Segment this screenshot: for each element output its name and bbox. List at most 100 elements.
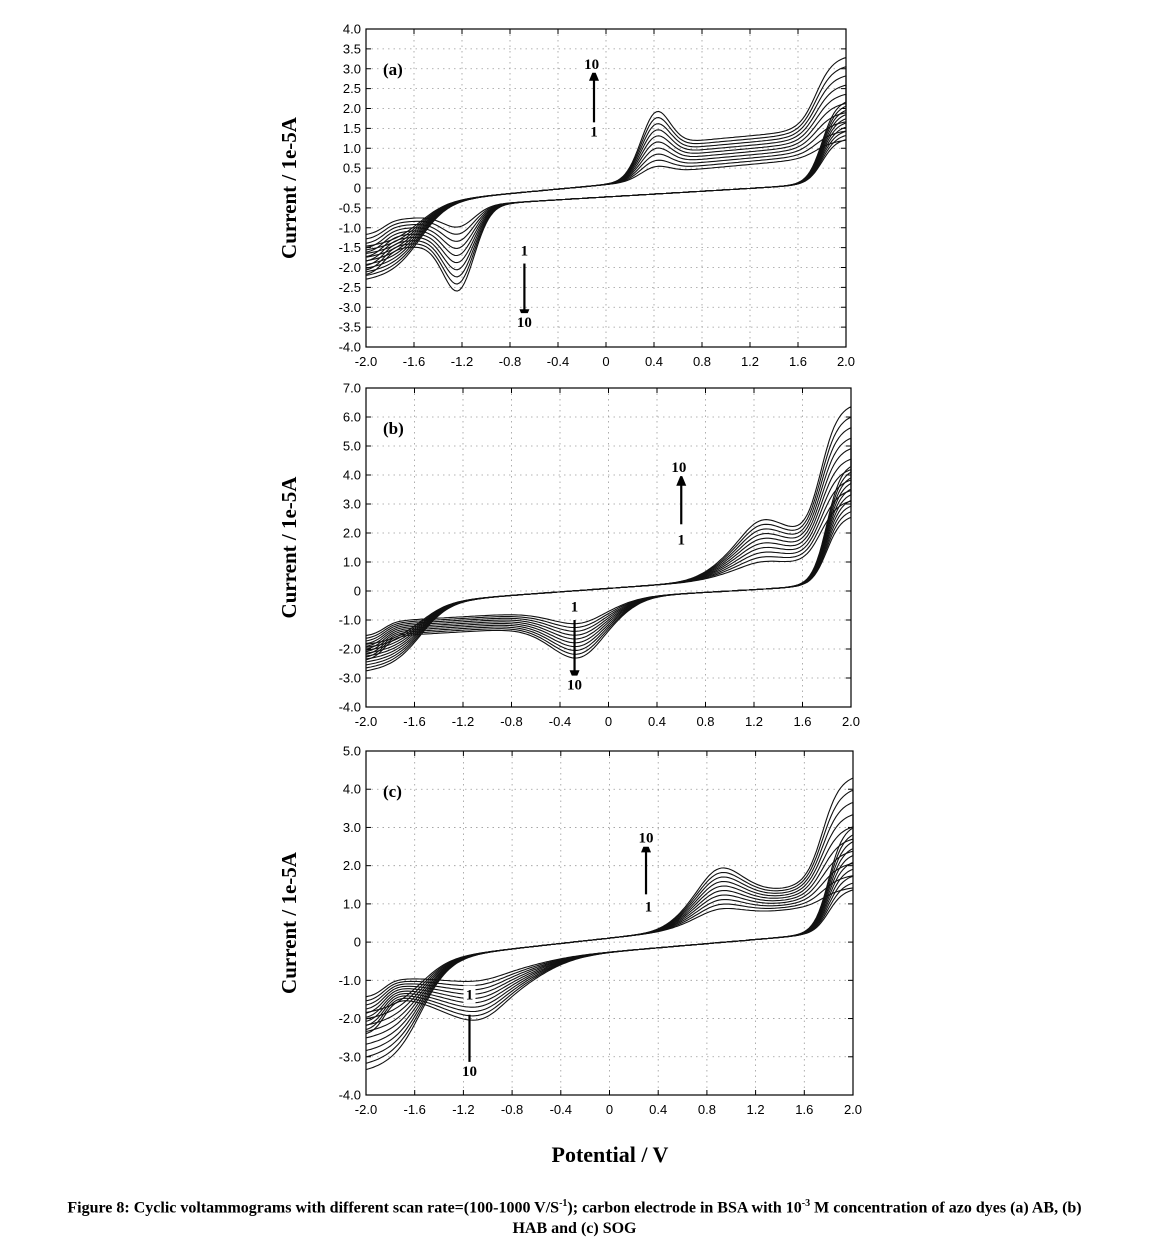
x-tick-label: 0.4 <box>649 1102 667 1117</box>
curve-number-label: 10 <box>671 460 686 476</box>
x-tick-label: -0.8 <box>499 354 521 369</box>
y-tick-label: -3.0 <box>339 1049 361 1064</box>
annotation-bg <box>642 897 655 916</box>
y-tick-label: 3.0 <box>343 497 361 512</box>
y-tick-label: 6.0 <box>343 410 361 425</box>
cv-curve-10 <box>365 56 847 292</box>
x-tick-label: 1.2 <box>745 714 763 729</box>
annotation-bg <box>568 597 581 616</box>
annotation-bg <box>513 313 536 332</box>
x-tick-label: 0.8 <box>696 714 714 729</box>
caption-sup1: -1 <box>559 1198 568 1209</box>
y-tick-label: -2.0 <box>339 260 361 275</box>
y-tick-label: -2.0 <box>339 1011 361 1026</box>
caption-line2: HAB and (c) SOG <box>512 1220 637 1238</box>
cv-curve-9 <box>365 789 854 1064</box>
y-tick-label: 1.5 <box>343 121 361 136</box>
x-tick-label: 0.4 <box>648 714 666 729</box>
y-tick-label: -1.0 <box>339 973 361 988</box>
x-tick-label: 0 <box>605 714 612 729</box>
curve-number-label: 10 <box>567 678 582 694</box>
x-tick-label: -0.4 <box>547 354 569 369</box>
annotation-bg <box>675 530 688 549</box>
x-tick-label: -1.2 <box>452 714 474 729</box>
caption-part2: ); carbon electrode in BSA with 10 <box>567 1199 802 1217</box>
y-tick-label: 2.0 <box>343 526 361 541</box>
scan-arrow-head <box>589 68 599 81</box>
curve-number-label: 1 <box>678 533 686 549</box>
common-xlabel: Potential / V <box>552 1142 669 1167</box>
x-tick-label: -2.0 <box>355 354 377 369</box>
curve-number-label: 1 <box>466 987 474 1003</box>
curve-number-label: 10 <box>517 315 532 331</box>
x-tick-label: -1.2 <box>452 1102 474 1117</box>
x-tick-label: -0.8 <box>500 714 522 729</box>
panel-a: -2.0 -1.6 -1.2 -0.8 -0.4 0 0.4 0.8 1.2 1.6 2.0 4.0 3… <box>277 22 855 370</box>
y-tick-label: 0.5 <box>343 161 361 176</box>
caption-sup2: -3 <box>801 1198 811 1209</box>
y-tick-label: 4.0 <box>343 22 361 37</box>
x-tick-label: -0.4 <box>550 1102 572 1117</box>
y-axis-label: Current / 1e-5A <box>277 851 301 994</box>
curve-number-label: 10 <box>462 1064 477 1080</box>
y-tick-label: -2.0 <box>339 642 361 657</box>
y-tick-label: 7.0 <box>343 381 361 396</box>
y-tick-label: -1.0 <box>339 613 361 628</box>
y-tick-label: 5.0 <box>343 744 361 759</box>
x-tick-label: 2.0 <box>842 714 860 729</box>
panel-b: -2.0 -1.6 -1.2 -0.8 -0.4 0 0.4 0.8 1.2 1.6 2.0 7.0 6… <box>277 381 860 730</box>
y-tick-label: 1.0 <box>343 555 361 570</box>
y-tick-label: -3.0 <box>339 300 361 315</box>
x-tick-label: -0.8 <box>501 1102 523 1117</box>
x-tick-label: 1.2 <box>741 354 759 369</box>
y-tick-label: -0.5 <box>339 200 361 215</box>
y-tick-label: -3.5 <box>339 320 361 335</box>
annotation-bg <box>635 828 658 847</box>
annotation-bg <box>518 241 531 260</box>
panel-label: (c) <box>383 782 402 801</box>
x-tick-label: 0.8 <box>698 1102 716 1117</box>
cv-curve-10 <box>365 405 852 672</box>
y-tick-label: -1.0 <box>339 220 361 235</box>
panel-c: -2.0 -1.6 -1.2 -0.8 -0.4 0 0.4 0.8 1.2 1.6 2.0 5.0 4… <box>277 744 862 1118</box>
y-tick-label: 5.0 <box>343 439 361 454</box>
x-tick-label: 1.6 <box>793 714 811 729</box>
y-tick-label: 0 <box>354 181 361 196</box>
y-tick-label: -2.5 <box>339 280 361 295</box>
scan-arrow-head <box>676 473 687 486</box>
y-tick-label: 1.0 <box>343 896 361 911</box>
curve-number-label: 1 <box>571 599 579 615</box>
curve-number-label: 1 <box>590 124 598 140</box>
annotation-bg <box>458 1061 481 1080</box>
cv-curve-10 <box>365 777 854 1071</box>
x-tick-label: 1.2 <box>747 1102 765 1117</box>
x-tick-label: -1.6 <box>403 354 425 369</box>
x-tick-label: 1.6 <box>789 354 807 369</box>
x-tick-label: 0.8 <box>693 354 711 369</box>
x-tick-label: -2.0 <box>355 714 377 729</box>
y-tick-label: 3.5 <box>343 41 361 56</box>
cv-curve-5 <box>365 102 847 262</box>
x-tick-label: 1.6 <box>795 1102 813 1117</box>
panel-label: (b) <box>383 419 404 438</box>
y-axis-label: Current / 1e-5A <box>277 116 301 259</box>
caption-part1: Figure 8: Cyclic voltammograms with diff… <box>67 1199 560 1217</box>
y-tick-label: 3.0 <box>343 61 361 76</box>
x-tick-label: 0 <box>606 1102 613 1117</box>
y-tick-label: 4.0 <box>343 782 361 797</box>
x-tick-label: -2.0 <box>355 1102 377 1117</box>
y-tick-label: 2.0 <box>343 858 361 873</box>
y-tick-label: 0 <box>354 935 361 950</box>
x-tick-label: 2.0 <box>837 354 855 369</box>
annotation-bg <box>667 458 690 477</box>
curve-number-label: 1 <box>645 900 653 916</box>
annotation-bg <box>463 985 476 1004</box>
annotation-bg <box>580 54 603 73</box>
x-tick-label: 0 <box>602 354 609 369</box>
y-tick-label: 1.0 <box>343 141 361 156</box>
x-tick-label: -1.6 <box>403 714 425 729</box>
x-tick-label: -1.2 <box>451 354 473 369</box>
figure-caption: Figure 8: Cyclic voltammograms with diff… <box>10 1193 1139 1239</box>
x-tick-label: -1.6 <box>403 1102 425 1117</box>
curve-number-label: 10 <box>639 831 654 847</box>
